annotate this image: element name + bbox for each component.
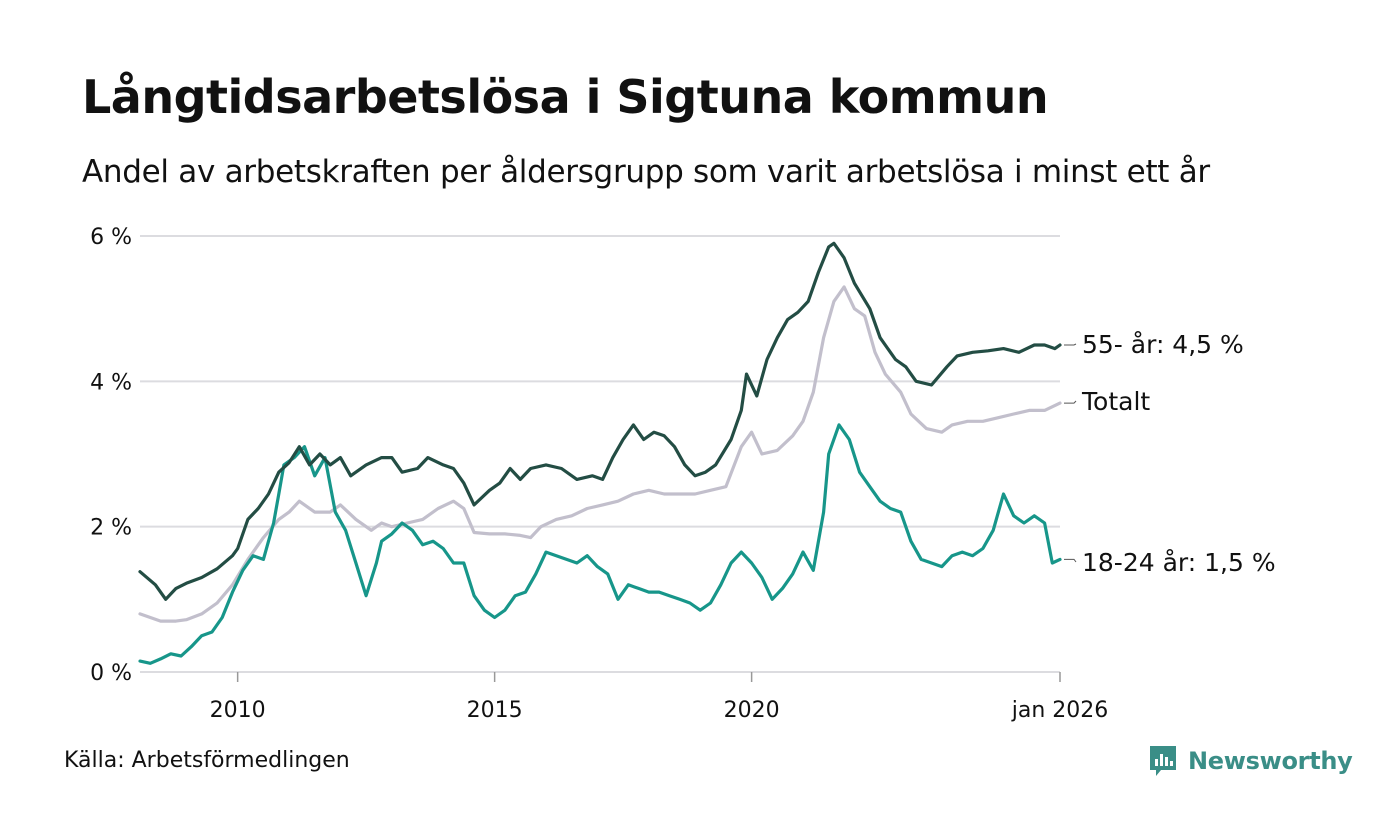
gridlines	[140, 235, 1060, 673]
chart-title: Långtidsarbetslösa i Sigtuna kommun	[82, 70, 1049, 124]
y-tick-label: 0 %	[90, 661, 132, 686]
y-axis-ticks: 0 % 2 % 4 % 6 %	[90, 225, 132, 686]
end-label-total: Totalt	[1081, 387, 1150, 416]
x-tick-label: 2015	[467, 698, 523, 723]
source-note: Källa: Arbetsförmedlingen	[64, 748, 350, 773]
series-line-s1824	[138, 423, 1062, 665]
y-tick-label: 2 %	[90, 516, 132, 541]
x-axis-ticks: 2010 2015 2020 jan 2026	[210, 672, 1109, 723]
end-label-s1824: 18-24 år: 1,5 %	[1082, 548, 1276, 577]
series-lines	[138, 241, 1062, 665]
series-line-total	[138, 285, 1062, 623]
x-tick-label: jan 2026	[1011, 698, 1109, 723]
end-label-leader	[1064, 400, 1077, 404]
x-tick-label: 2010	[210, 698, 266, 723]
end-label-leader	[1064, 343, 1077, 346]
x-tick-label: 2020	[724, 698, 780, 723]
series-end-labels: 55- år: 4,5 % Totalt 18-24 år: 1,5 %	[1064, 330, 1276, 577]
series-line-s55	[138, 241, 1062, 601]
brand-logo[interactable]: Newsworthy	[1148, 744, 1353, 778]
brand-name: Newsworthy	[1188, 747, 1353, 775]
y-tick-label: 6 %	[90, 225, 132, 250]
end-label-s55: 55- år: 4,5 %	[1082, 330, 1244, 359]
newsworthy-logo-icon	[1150, 746, 1176, 776]
chart-subtitle: Andel av arbetskraften per åldersgrupp s…	[82, 154, 1210, 190]
y-tick-label: 4 %	[90, 370, 132, 395]
end-label-leader	[1064, 558, 1077, 563]
